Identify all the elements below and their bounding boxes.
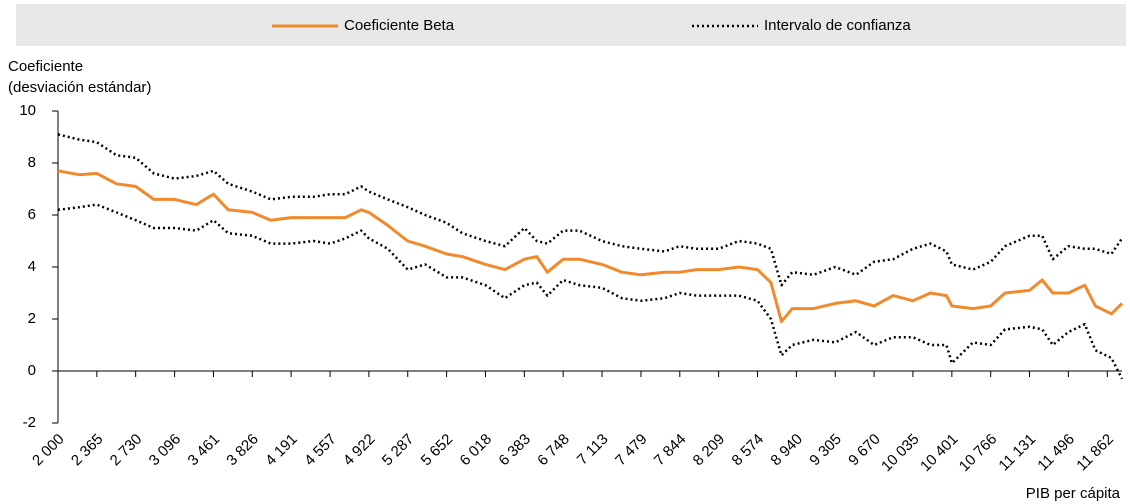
x-tick-label: 5 287: [379, 431, 418, 470]
y-tick-label: 4: [28, 258, 36, 275]
legend-box: [16, 4, 1126, 46]
x-tick-label: 6 748: [534, 431, 573, 470]
series-line: [57, 169, 1124, 324]
x-axis-label: PIB per cápita: [1026, 485, 1121, 502]
y-axis-label: Coeficiente: [8, 58, 83, 75]
x-tick-label: 3 826: [223, 431, 262, 470]
x-tick-label: 4 922: [340, 431, 379, 470]
x-tick-label: 2 000: [29, 431, 68, 470]
y-tick-label: 2: [28, 310, 36, 327]
x-tick-label: 2 730: [107, 431, 146, 470]
x-tick-label: 3 096: [146, 431, 185, 470]
y-axis-label: (desviación estándar): [8, 79, 151, 96]
y-tick-label: 0: [28, 362, 36, 379]
y-tick-label: 8: [28, 154, 36, 171]
x-tick-label: 10 401: [917, 431, 961, 475]
x-tick-label: 5 652: [418, 431, 457, 470]
x-tick-label: 6 018: [457, 431, 496, 470]
x-tick-label: 3 461: [185, 431, 224, 470]
x-tick-label: 8 209: [690, 431, 729, 470]
series-line: [57, 203, 1124, 380]
x-tick-label: 4 557: [301, 431, 340, 470]
x-tick-label: 8 574: [729, 431, 768, 470]
x-tick-label: 7 844: [651, 431, 690, 470]
x-tick-label: 9 305: [806, 431, 845, 470]
x-tick-label: 2 365: [68, 431, 107, 470]
y-tick-label: 6: [28, 206, 36, 223]
x-tick-label: 10 766: [956, 431, 1000, 475]
x-tick-label: 7 479: [612, 431, 651, 470]
y-tick-label: -2: [23, 414, 36, 431]
x-tick-label: 6 383: [495, 431, 534, 470]
x-tick-label: 8 940: [767, 431, 806, 470]
x-tick-label: 11 862: [1073, 431, 1117, 475]
x-tick-label: 4 191: [262, 431, 301, 470]
x-tick-label: 7 113: [574, 431, 612, 469]
legend-label: Intervalo de confianza: [764, 17, 911, 34]
x-tick-label: 11 131: [995, 431, 1039, 475]
series-line: [57, 133, 1124, 287]
x-tick-label: 11 496: [1034, 431, 1078, 475]
y-tick-label: 10: [19, 102, 36, 119]
x-tick-label: 10 035: [878, 431, 922, 475]
legend-label: Coeficiente Beta: [344, 17, 455, 34]
